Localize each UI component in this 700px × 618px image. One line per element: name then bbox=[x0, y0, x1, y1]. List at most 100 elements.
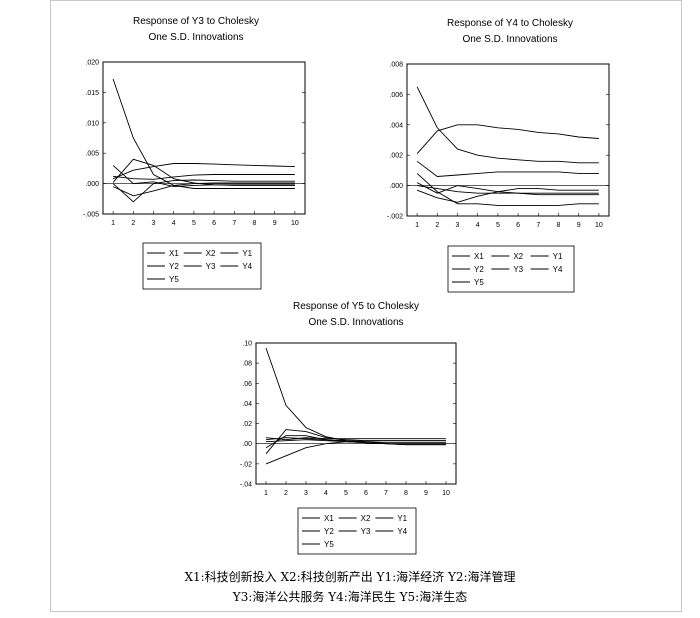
legend-label: Y5 bbox=[324, 540, 334, 549]
series-line-x1 bbox=[416, 124, 599, 154]
x-tick-label: 2 bbox=[284, 490, 288, 497]
series-line-y2 bbox=[265, 437, 446, 444]
x-tick-label: 3 bbox=[152, 220, 156, 227]
x-tick-label: 3 bbox=[456, 222, 460, 229]
plot-area bbox=[255, 342, 457, 485]
y-tick-label: -.002 bbox=[387, 214, 403, 221]
y-tick-label: .04 bbox=[242, 401, 252, 408]
series-line-y1 bbox=[113, 174, 295, 180]
x-tick-label: 8 bbox=[253, 220, 257, 227]
legend-label: Y3 bbox=[206, 262, 216, 271]
series-line-y3 bbox=[416, 188, 599, 203]
chart-subtitle: One S.D. Innovations bbox=[462, 34, 557, 45]
chart-title: Response of Y3 to Cholesky bbox=[133, 16, 259, 27]
x-tick-label: 3 bbox=[304, 490, 308, 497]
x-tick-label: 5 bbox=[344, 490, 348, 497]
x-tick-label: 9 bbox=[577, 222, 581, 229]
x-tick-label: 9 bbox=[424, 490, 428, 497]
chart-title: Response of Y4 to Cholesky bbox=[447, 18, 573, 29]
y-tick-label: .020 bbox=[85, 60, 99, 67]
x-tick-label: 10 bbox=[595, 222, 603, 229]
legend-label: X1 bbox=[324, 514, 334, 523]
x-tick-label: 6 bbox=[212, 220, 216, 227]
series-line-x1 bbox=[112, 158, 295, 186]
y-tick-label: .08 bbox=[242, 361, 252, 368]
x-tick-label: 5 bbox=[496, 222, 500, 229]
chart-2: Response of Y4 to Cholesky One S.D. Innov… bbox=[387, 18, 610, 293]
x-tick-label: 7 bbox=[536, 222, 540, 229]
series-line-y2 bbox=[112, 165, 295, 188]
x-tick-label: 10 bbox=[442, 490, 450, 497]
series-line-y3 bbox=[112, 78, 295, 189]
x-tick-label: 1 bbox=[264, 490, 268, 497]
x-tick-label: 6 bbox=[364, 490, 368, 497]
legend-label: Y3 bbox=[513, 265, 523, 274]
y-tick-label: .00 bbox=[242, 441, 252, 448]
legend-label: Y2 bbox=[169, 262, 179, 271]
caption-line-1: X1:科技创新投入 X2:科技创新产出 Y1:海洋经济 Y2:海洋管理 bbox=[184, 570, 516, 584]
x-tick-label: 1 bbox=[111, 220, 115, 227]
x-tick-label: 5 bbox=[192, 220, 196, 227]
x-tick-label: 7 bbox=[384, 490, 388, 497]
legend-label: Y2 bbox=[324, 527, 334, 536]
figure-frame bbox=[50, 0, 682, 612]
legend-label: Y5 bbox=[169, 275, 179, 284]
legend-label: Y4 bbox=[242, 262, 252, 271]
chart-title: Response of Y5 to Cholesky bbox=[293, 301, 419, 312]
y-tick-label: .006 bbox=[389, 92, 403, 99]
legend-label: X2 bbox=[206, 249, 216, 258]
series-line-y1 bbox=[265, 437, 446, 441]
legend-label: Y5 bbox=[474, 278, 484, 287]
legend-label: Y2 bbox=[474, 265, 484, 274]
series-line-y4 bbox=[112, 182, 295, 197]
y-tick-label: .000 bbox=[389, 183, 403, 190]
legend-label: Y1 bbox=[397, 514, 407, 523]
x-tick-label: 8 bbox=[557, 222, 561, 229]
legend-label: X2 bbox=[513, 252, 523, 261]
series-line-x2 bbox=[416, 160, 599, 177]
legend-label: Y4 bbox=[553, 265, 563, 274]
series-line-x2 bbox=[265, 440, 446, 465]
series-line-y5 bbox=[417, 185, 599, 194]
series-line-y4 bbox=[416, 86, 599, 164]
series-line-x2 bbox=[112, 163, 295, 180]
series-line-y5 bbox=[112, 179, 295, 203]
y-tick-label: .004 bbox=[389, 122, 403, 129]
x-tick-label: 4 bbox=[476, 222, 480, 229]
y-tick-label: .02 bbox=[242, 421, 252, 428]
y-tick-label: -.04 bbox=[240, 482, 252, 489]
chart-subtitle: One S.D. Innovations bbox=[308, 317, 403, 328]
y-tick-label: .008 bbox=[389, 62, 403, 69]
legend-label: Y3 bbox=[361, 527, 371, 536]
x-tick-label: 8 bbox=[404, 490, 408, 497]
y-tick-label: .06 bbox=[242, 381, 252, 388]
y-tick-label: .015 bbox=[85, 90, 99, 97]
legend-label: Y4 bbox=[397, 527, 407, 536]
x-tick-label: 2 bbox=[131, 220, 135, 227]
plot-area bbox=[102, 61, 306, 215]
x-tick-label: 10 bbox=[291, 220, 299, 227]
y-tick-label: .000 bbox=[85, 181, 99, 188]
x-tick-label: 1 bbox=[415, 222, 419, 229]
series-line-y1 bbox=[416, 173, 599, 206]
series-line-y4 bbox=[265, 435, 446, 449]
legend-label: X1 bbox=[474, 252, 484, 261]
legend-label: Y1 bbox=[242, 249, 252, 258]
chart-1: Response of Y3 to Cholesky One S.D. Innov… bbox=[83, 16, 306, 290]
x-tick-label: 4 bbox=[172, 220, 176, 227]
x-tick-label: 6 bbox=[516, 222, 520, 229]
series-line-y2 bbox=[416, 182, 599, 196]
legend-label: Y1 bbox=[553, 252, 563, 261]
y-tick-label: -.005 bbox=[83, 212, 99, 219]
x-tick-label: 2 bbox=[435, 222, 439, 229]
legend-label: X2 bbox=[361, 514, 371, 523]
y-tick-label: .005 bbox=[85, 151, 99, 158]
chart-subtitle: One S.D. Innovations bbox=[148, 32, 243, 43]
y-tick-label: .10 bbox=[242, 341, 252, 348]
x-tick-label: 4 bbox=[324, 490, 328, 497]
y-tick-label: .002 bbox=[389, 153, 403, 160]
caption-line-2: Y3:海洋公共服务 Y4:海洋民生 Y5:海洋生态 bbox=[232, 590, 468, 604]
x-tick-label: 9 bbox=[273, 220, 277, 227]
chart-3: Response of Y5 to Cholesky One S.D. Innov… bbox=[240, 301, 457, 555]
